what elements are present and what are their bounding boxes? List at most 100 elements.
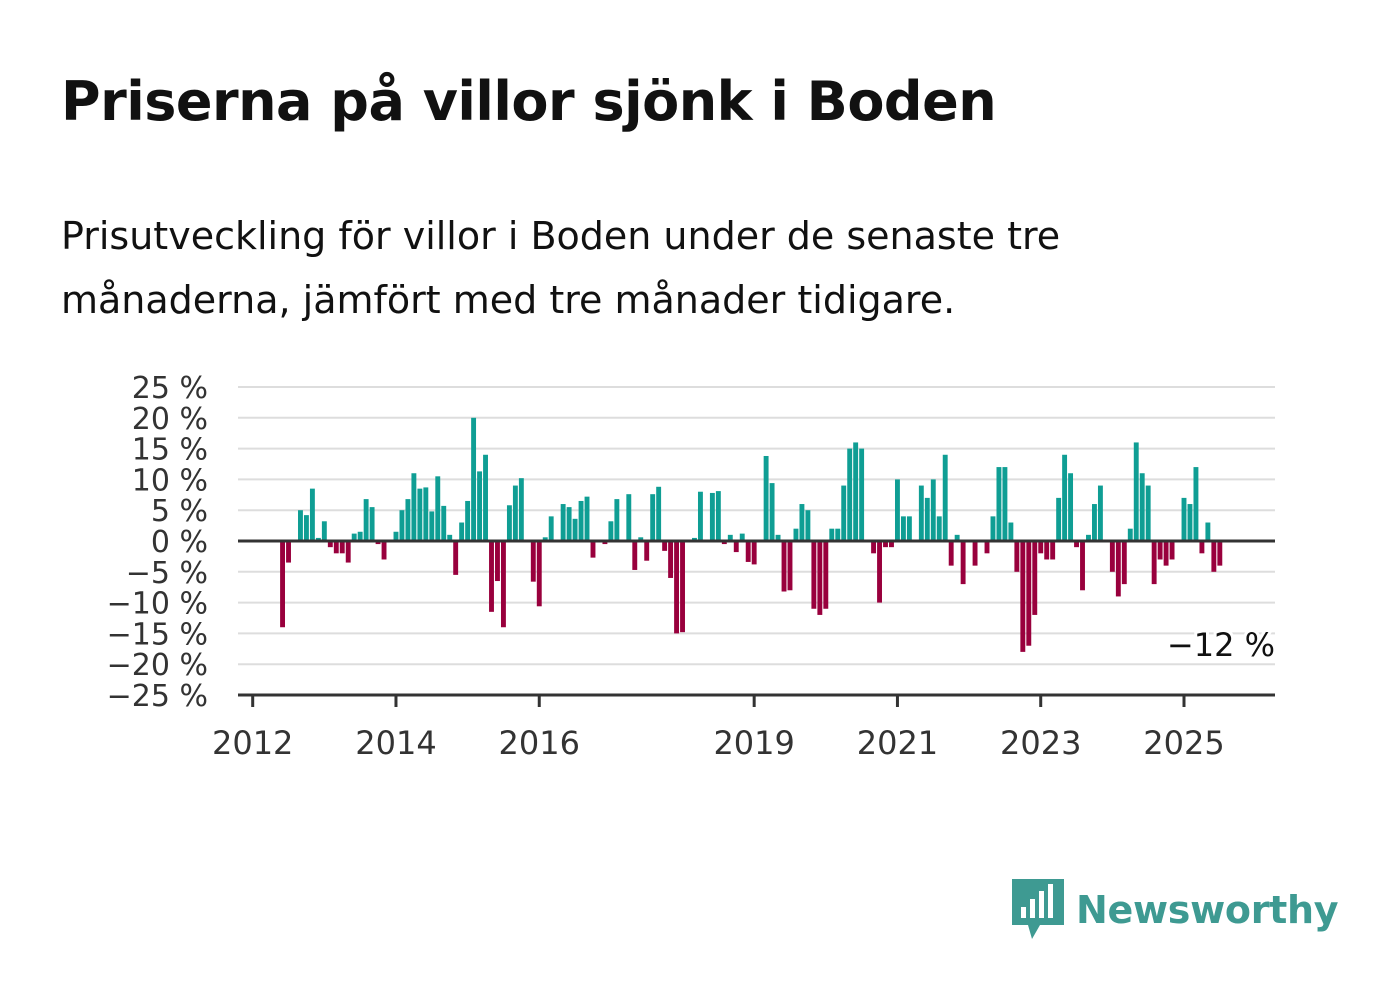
bar bbox=[727, 534, 733, 541]
bar bbox=[411, 473, 417, 541]
bar bbox=[1056, 497, 1062, 541]
bar bbox=[996, 467, 1002, 541]
brand-name: Newsworthy bbox=[1076, 888, 1339, 932]
bar bbox=[518, 478, 524, 541]
y-tick-label: −10 % bbox=[107, 587, 208, 622]
chart-subtitle: Prisutveckling för villor i Boden under … bbox=[61, 214, 1061, 322]
bar bbox=[298, 510, 303, 541]
x-tick-label: 2012 bbox=[212, 724, 293, 762]
bar bbox=[787, 541, 793, 591]
bar bbox=[435, 476, 441, 541]
bar bbox=[309, 488, 315, 541]
bar bbox=[697, 491, 703, 541]
y-axis-tick-labels: 25 %20 %15 %10 %5 %0 %−5 %−10 %−15 %−20 … bbox=[107, 371, 208, 714]
bar bbox=[835, 528, 841, 541]
bar bbox=[459, 522, 465, 541]
bar bbox=[1115, 541, 1121, 597]
bar bbox=[650, 494, 656, 541]
y-tick-label: 0 % bbox=[151, 525, 208, 560]
bar bbox=[1086, 534, 1091, 541]
bar bbox=[984, 541, 990, 554]
bar bbox=[1014, 541, 1020, 572]
bar bbox=[721, 541, 727, 545]
bar bbox=[315, 537, 321, 541]
bar bbox=[1109, 541, 1115, 572]
bar bbox=[769, 483, 775, 541]
bar bbox=[483, 454, 488, 541]
bar bbox=[662, 541, 668, 551]
x-tick-label: 2019 bbox=[713, 724, 794, 762]
y-tick-label: 25 % bbox=[132, 371, 208, 406]
chart-title: Priserna på villor sjönk i Boden bbox=[61, 70, 997, 133]
bar bbox=[1181, 497, 1187, 541]
bar bbox=[1020, 541, 1026, 652]
bar bbox=[733, 541, 739, 553]
bar bbox=[1002, 467, 1008, 541]
bar bbox=[560, 504, 566, 541]
bar bbox=[859, 448, 865, 541]
bar bbox=[590, 541, 596, 558]
bar bbox=[327, 541, 333, 548]
bar bbox=[1121, 541, 1127, 585]
bar bbox=[954, 534, 960, 541]
bar bbox=[1205, 522, 1211, 541]
bar bbox=[566, 507, 572, 541]
y-tick-label: −15 % bbox=[107, 617, 208, 652]
bar bbox=[930, 479, 936, 541]
x-tick-label: 2014 bbox=[355, 724, 436, 762]
bar bbox=[363, 499, 369, 541]
bar bbox=[972, 541, 978, 566]
bars bbox=[280, 417, 1223, 652]
bar bbox=[345, 541, 351, 563]
bar bbox=[333, 541, 339, 554]
gridlines bbox=[238, 386, 1275, 666]
bar bbox=[1080, 541, 1085, 591]
y-tick-label: 10 % bbox=[132, 463, 208, 498]
bar bbox=[489, 541, 494, 612]
bar bbox=[775, 534, 781, 541]
bar bbox=[739, 533, 745, 541]
bar bbox=[1068, 473, 1074, 541]
bar bbox=[638, 537, 644, 541]
bar bbox=[1050, 541, 1056, 560]
y-tick-label: 5 % bbox=[151, 494, 208, 529]
bar bbox=[578, 500, 584, 541]
bar bbox=[656, 486, 662, 541]
bar bbox=[1074, 541, 1079, 548]
bar bbox=[817, 541, 823, 615]
bar bbox=[393, 531, 399, 541]
bar bbox=[847, 448, 853, 541]
axes bbox=[238, 539, 1275, 697]
bar bbox=[924, 497, 930, 541]
bar bbox=[1044, 541, 1050, 560]
bar bbox=[1211, 541, 1217, 572]
bar bbox=[465, 500, 471, 541]
bar bbox=[441, 505, 447, 541]
bar bbox=[303, 515, 309, 541]
bar bbox=[471, 417, 477, 541]
bar bbox=[1199, 541, 1205, 554]
bar bbox=[381, 541, 387, 560]
bar bbox=[506, 505, 512, 541]
bar bbox=[1169, 541, 1175, 560]
bar bbox=[417, 488, 423, 541]
bar bbox=[644, 541, 650, 561]
bar-chart-logo-icon bbox=[1012, 879, 1064, 939]
bar bbox=[1145, 485, 1151, 541]
bar bbox=[1217, 541, 1223, 566]
bar bbox=[829, 528, 835, 541]
bar bbox=[853, 442, 859, 541]
bar bbox=[1092, 504, 1097, 541]
x-axis-ticks: 2012 2014 2016 2019 2021 2023 2025 bbox=[212, 695, 1225, 762]
x-tick-label: 2021 bbox=[857, 724, 938, 762]
bar bbox=[351, 533, 357, 541]
bar bbox=[906, 516, 912, 541]
y-tick-label: −20 % bbox=[107, 648, 208, 683]
bar bbox=[895, 479, 900, 541]
bar bbox=[1008, 522, 1014, 541]
bar bbox=[536, 541, 542, 607]
bar bbox=[883, 541, 888, 548]
bar bbox=[841, 485, 847, 541]
bar bbox=[715, 491, 721, 541]
bar bbox=[877, 541, 882, 603]
